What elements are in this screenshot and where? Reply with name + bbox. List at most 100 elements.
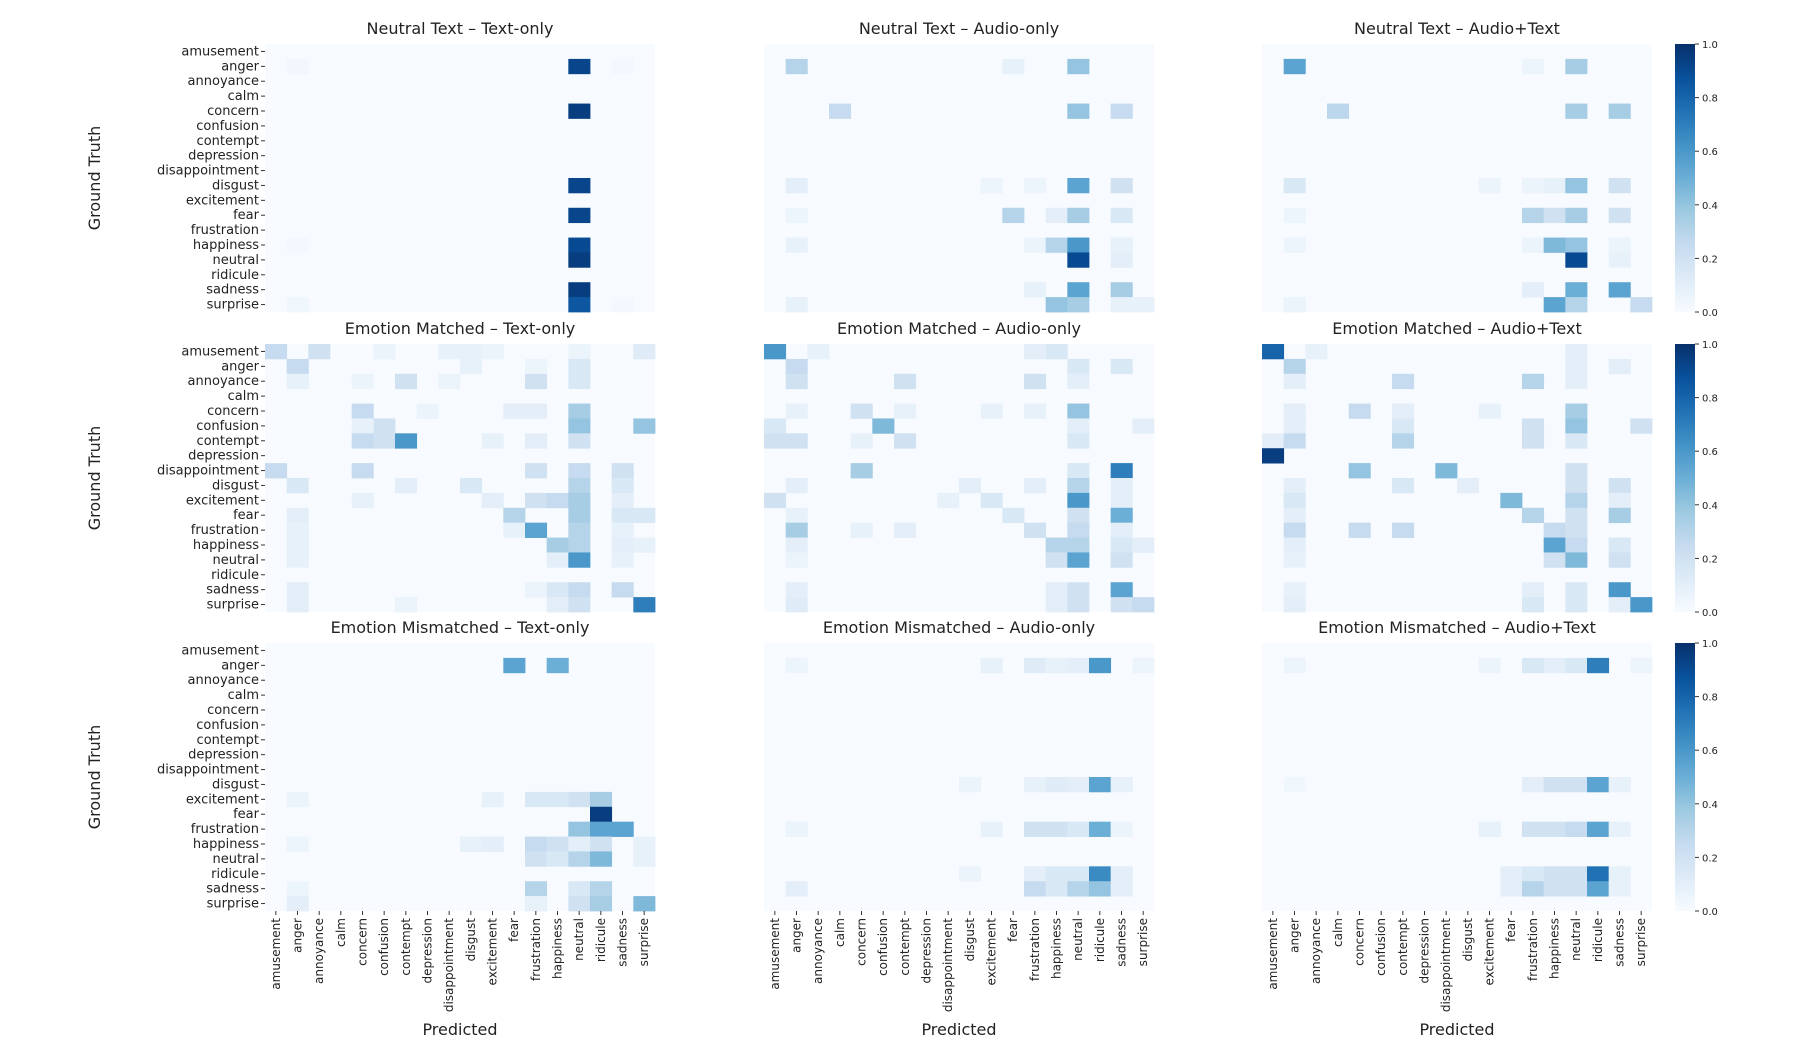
heatmap-cell [546,582,569,598]
heatmap-cell [1608,777,1631,793]
heatmap-cell [1565,657,1588,674]
colorbar-tick-label: 0.0 [1702,308,1718,319]
heatmap-cell [785,657,808,674]
y-tick-label: frustration [191,822,259,837]
heatmap-cell [395,373,418,390]
heatmap-cell [1522,433,1545,449]
heatmap-cell [1002,58,1025,75]
y-tick-label: contempt [197,434,259,449]
y-axis-label: Ground Truth [85,126,104,231]
heatmap-cell [1283,237,1306,253]
x-tick-label: depression [421,918,435,983]
y-tick-label: happiness [193,238,259,253]
heatmap-cell [525,896,548,912]
heatmap-cell [633,597,656,613]
heatmap-cell [1478,821,1501,837]
heatmap-cell [503,522,526,538]
heatmap-cell [1522,881,1545,897]
x-tick-label: annoyance [811,918,825,984]
heatmap-cell [1327,103,1350,119]
heatmap-cell [503,657,526,674]
heatmap-cell [1522,507,1545,524]
heatmap-cell [1392,433,1415,449]
heatmap-cell [525,836,548,852]
heatmap-cell [525,492,548,509]
heatmap-panel: Neutral Text – Audio+Text [1262,19,1653,313]
heatmap-cell [1543,537,1566,553]
heatmap-cell [1132,297,1155,313]
heatmap-cell [611,552,634,568]
heatmap-cell [894,522,917,538]
y-tick-label: disappointment [157,464,259,479]
x-tick-label: anger [790,918,804,953]
heatmap-cell [785,597,808,613]
y-tick-label: confusion [196,718,259,733]
heatmap-cell [1024,881,1047,897]
colorbar-tick-label: 0.6 [1702,147,1718,158]
heatmap-cell [1608,178,1631,194]
y-tick-label: frustration [191,223,259,238]
heatmap-cell [1110,358,1133,375]
heatmap-cell [850,522,873,538]
heatmap-cell [568,463,591,479]
heatmap-cell [503,403,526,419]
heatmap-cell [1565,777,1588,793]
heatmap-cell [481,492,504,509]
x-tick-label: sadness [616,918,630,967]
x-tick-label: annoyance [1309,918,1323,984]
heatmap-cell [1630,597,1653,613]
heatmap-cell [785,552,808,568]
heatmap-cell [525,791,548,808]
x-tick-label: amusement [1266,918,1280,990]
heatmap-cell [351,463,374,479]
heatmap-cell [1045,537,1068,553]
heatmap-cell [546,657,569,674]
heatmap-cell [980,178,1003,194]
heatmap-cell [1024,522,1047,538]
colorbar-gradient [1675,643,1695,911]
heatmap-cell [1283,777,1306,793]
heatmap-cell [1522,582,1545,598]
heatmap-cell [1283,537,1306,553]
heatmap-cell [1565,403,1588,419]
heatmap-cell [764,433,787,449]
heatmap-cell [286,358,309,375]
heatmap-cell [785,478,808,494]
heatmap-cell [568,282,591,298]
heatmap-cell [1522,866,1545,882]
heatmap-cell [1608,881,1631,897]
colorbar-tick-label: 1.0 [1702,639,1718,650]
heatmap-cell [1067,418,1090,434]
heatmap-cell [1500,492,1523,509]
heatmap-cell [1110,522,1133,538]
heatmap-cell [460,478,483,494]
heatmap-cell [611,463,634,479]
panel-title: Emotion Mismatched – Audio+Text [1318,618,1596,637]
heatmap-cell [611,537,634,553]
heatmap-cell [785,881,808,897]
heatmap-cell [959,478,982,494]
x-tick-label: frustration [529,918,543,981]
heatmap-cell [1392,478,1415,494]
y-tick-label: concern [207,703,259,718]
heatmap-cell [1002,507,1025,524]
heatmap-cell [1608,492,1631,509]
y-tick-label: ridicule [211,568,259,583]
heatmap-cell [785,821,808,837]
heatmap-cell [1024,282,1047,298]
heatmap-cell [590,836,613,852]
x-tick-label: amusement [269,918,283,990]
heatmap-cell [980,403,1003,419]
heatmap-cell [1587,821,1610,837]
heatmap-cell [373,418,396,434]
heatmap-cell [1565,881,1588,897]
heatmap-cell [568,896,591,912]
heatmap-cell [1630,418,1653,434]
heatmap-cell [525,851,548,867]
heatmap-cell [568,433,591,449]
colorbar-tick-label: 0.8 [1702,94,1718,105]
heatmap-cell [611,507,634,524]
heatmap-cell [1608,237,1631,253]
heatmap-cell [1522,58,1545,75]
heatmap-cell [1067,507,1090,524]
